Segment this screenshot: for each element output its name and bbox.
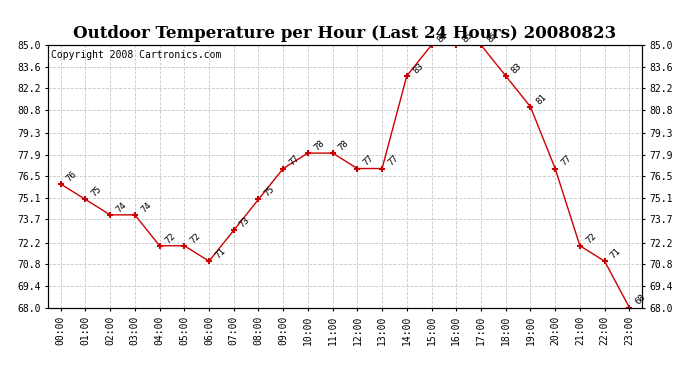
Text: 75: 75: [263, 184, 277, 199]
Text: 77: 77: [386, 154, 400, 168]
Text: 71: 71: [213, 246, 227, 260]
Text: 78: 78: [312, 138, 326, 152]
Text: 77: 77: [560, 154, 573, 168]
Text: 72: 72: [164, 231, 178, 245]
Text: 81: 81: [535, 92, 549, 106]
Text: 83: 83: [411, 61, 425, 75]
Text: 72: 72: [188, 231, 202, 245]
Text: Copyright 2008 Cartronics.com: Copyright 2008 Cartronics.com: [51, 50, 221, 60]
Text: 85: 85: [435, 30, 450, 44]
Title: Outdoor Temperature per Hour (Last 24 Hours) 20080823: Outdoor Temperature per Hour (Last 24 Ho…: [73, 25, 617, 42]
Text: 74: 74: [115, 200, 128, 214]
Text: 85: 85: [485, 30, 499, 44]
Text: 78: 78: [337, 138, 351, 152]
Text: 74: 74: [139, 200, 153, 214]
Text: 68: 68: [633, 293, 647, 307]
Text: 77: 77: [287, 154, 302, 168]
Text: 73: 73: [238, 216, 252, 229]
Text: 71: 71: [609, 246, 623, 260]
Text: 85: 85: [460, 30, 475, 44]
Text: 83: 83: [510, 61, 524, 75]
Text: 76: 76: [65, 169, 79, 183]
Text: 72: 72: [584, 231, 598, 245]
Text: 75: 75: [90, 184, 104, 199]
Text: 77: 77: [362, 154, 375, 168]
